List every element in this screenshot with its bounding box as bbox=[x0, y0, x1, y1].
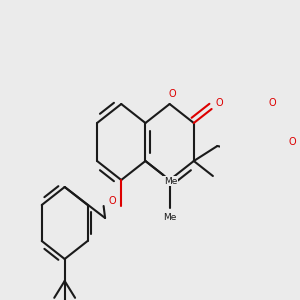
Text: O: O bbox=[168, 89, 176, 99]
Text: Me: Me bbox=[163, 214, 176, 223]
Text: O: O bbox=[109, 196, 116, 206]
Text: Me: Me bbox=[164, 176, 178, 185]
Text: O: O bbox=[268, 98, 276, 108]
Text: O: O bbox=[215, 98, 223, 108]
Text: O: O bbox=[288, 137, 296, 147]
